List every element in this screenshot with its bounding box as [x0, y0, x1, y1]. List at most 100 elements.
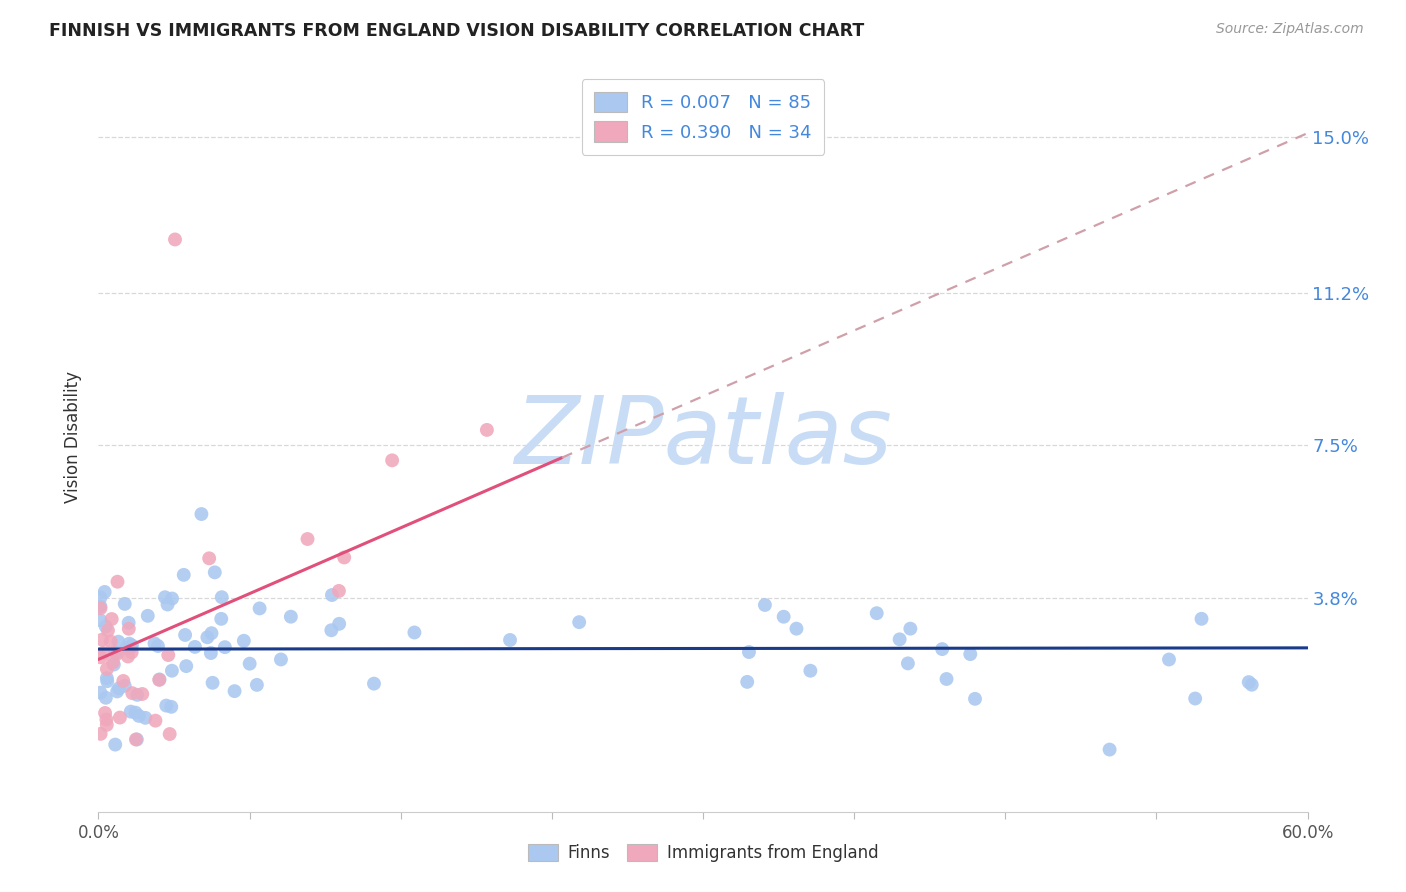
Point [121, 645, 143, 659]
Point [404, 625, 426, 640]
Point [785, 622, 807, 636]
Point [381, 453, 404, 467]
Point [114, 597, 136, 611]
Text: FINNISH VS IMMIGRANTS FROM ENGLAND VISION DISABILITY CORRELATION CHART: FINNISH VS IMMIGRANTS FROM ENGLAND VISIO… [49, 22, 865, 40]
Point [96, 662, 118, 676]
Point [1157, 652, 1180, 666]
Legend: Finns, Immigrants from England: Finns, Immigrants from England [519, 836, 887, 871]
Point [145, 714, 167, 728]
Point [160, 699, 183, 714]
Point [91, 632, 114, 647]
Point [94, 619, 117, 633]
Point [107, 574, 129, 589]
Point [143, 636, 166, 650]
Point [157, 648, 180, 662]
Point [232, 633, 254, 648]
Point [239, 657, 262, 671]
Point [89, 601, 111, 615]
Point [153, 591, 176, 605]
Point [246, 678, 269, 692]
Point [108, 710, 131, 724]
Point [328, 616, 350, 631]
Point [200, 626, 222, 640]
Point [127, 688, 149, 702]
Point [321, 588, 343, 602]
Point [866, 606, 889, 620]
Point [105, 684, 128, 698]
Point [159, 727, 181, 741]
Point [96, 671, 118, 685]
Point [101, 655, 124, 669]
Point [89, 650, 111, 665]
Point [200, 646, 222, 660]
Point [89, 591, 111, 605]
Point [155, 698, 177, 713]
Point [204, 566, 226, 580]
Point [321, 624, 343, 638]
Point [195, 630, 218, 644]
Point [89, 599, 111, 614]
Text: Source: ZipAtlas.com: Source: ZipAtlas.com [1216, 22, 1364, 37]
Point [499, 632, 522, 647]
Point [118, 637, 141, 651]
Point [735, 674, 758, 689]
Point [103, 657, 125, 672]
Point [148, 673, 170, 687]
Point [107, 634, 129, 648]
Point [280, 609, 302, 624]
Point [163, 232, 186, 246]
Point [117, 649, 139, 664]
Point [1240, 678, 1263, 692]
Point [174, 659, 197, 673]
Point [184, 640, 207, 654]
Point [935, 672, 957, 686]
Point [333, 550, 356, 565]
Point [328, 583, 350, 598]
Text: ZIPatlas: ZIPatlas [515, 392, 891, 483]
Point [96, 674, 118, 689]
Y-axis label: Vision Disability: Vision Disability [65, 371, 83, 503]
Point [114, 679, 136, 693]
Point [134, 711, 156, 725]
Point [1098, 742, 1121, 756]
Point [897, 657, 920, 671]
Point [121, 639, 143, 653]
Point [148, 673, 170, 687]
Point [146, 639, 169, 653]
Point [738, 645, 761, 659]
Point [1191, 612, 1213, 626]
Point [201, 675, 224, 690]
Point [120, 705, 142, 719]
Point [190, 507, 212, 521]
Point [121, 686, 143, 700]
Point [173, 567, 195, 582]
Point [931, 642, 953, 657]
Point [94, 690, 117, 705]
Point [898, 622, 921, 636]
Point [124, 706, 146, 720]
Point [131, 687, 153, 701]
Point [100, 634, 122, 648]
Point [91, 646, 114, 660]
Point [105, 647, 128, 661]
Point [799, 664, 821, 678]
Point [125, 732, 148, 747]
Point [94, 706, 117, 720]
Point [568, 615, 591, 629]
Point [270, 652, 292, 666]
Point [1184, 691, 1206, 706]
Point [772, 609, 794, 624]
Point [363, 676, 385, 690]
Point [297, 532, 319, 546]
Point [128, 709, 150, 723]
Point [160, 664, 183, 678]
Point [963, 691, 986, 706]
Point [125, 732, 148, 747]
Point [120, 640, 142, 655]
Point [889, 632, 911, 647]
Point [214, 640, 236, 655]
Point [97, 624, 120, 638]
Point [754, 598, 776, 612]
Point [108, 681, 131, 696]
Point [224, 684, 246, 698]
